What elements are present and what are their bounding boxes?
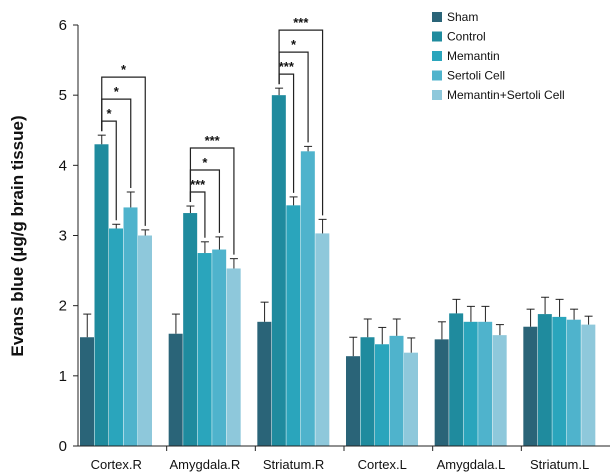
bar-cortex-l-s1 xyxy=(360,337,375,446)
y-axis-label: Evans blue (µg/g brain tissue) xyxy=(8,115,27,356)
significance-label: * xyxy=(121,62,127,77)
bar-amygdala-l-s4 xyxy=(492,335,507,446)
y-tick-label: 4 xyxy=(59,157,67,174)
bar-cortex-r-s2 xyxy=(109,228,123,446)
significance-label: *** xyxy=(205,133,221,148)
legend-label: Memantin xyxy=(447,49,500,63)
bar-striatum-r-s4 xyxy=(315,233,330,446)
bar-striatum-l-s0 xyxy=(523,326,538,446)
category-label: Striatum.L xyxy=(530,457,589,472)
category-label: Amygdala.L xyxy=(437,457,506,472)
category-label: Cortex.L xyxy=(358,457,407,472)
bar-striatum-r-s3 xyxy=(300,151,315,447)
significance-label: *** xyxy=(293,15,309,30)
legend-label: Sertoli Cell xyxy=(447,69,505,83)
bar-amygdala-r-s3 xyxy=(212,249,227,446)
bar-cortex-r-s1 xyxy=(94,144,109,446)
bar-amygdala-l-s3 xyxy=(478,321,493,446)
y-tick-label: 3 xyxy=(59,228,67,245)
y-tick-label: 5 xyxy=(59,87,67,104)
significance-label: *** xyxy=(190,177,206,192)
bar-striatum-r-s0 xyxy=(257,321,272,446)
y-tick-label: 2 xyxy=(59,298,67,315)
legend-swatch xyxy=(432,90,442,100)
significance-bracket xyxy=(101,76,146,226)
category-label: Striatum.R xyxy=(263,457,324,472)
category-label: Amygdala.R xyxy=(170,457,241,472)
legend-swatch xyxy=(432,31,442,42)
bar-amygdala-l-s1 xyxy=(449,313,464,446)
bar-amygdala-r-s4 xyxy=(226,268,241,446)
y-tick-label: 6 xyxy=(59,17,67,34)
bar-cortex-l-s2 xyxy=(375,344,389,446)
y-tick-label: 1 xyxy=(59,368,67,385)
bar-cortex-r-s3 xyxy=(123,207,138,446)
category-label: Cortex.R xyxy=(91,457,142,472)
bar-cortex-r-s0 xyxy=(80,337,94,446)
legend: Sham Control Memantin Sertoli Cell Memantin+… xyxy=(432,10,565,102)
error-bars-layer xyxy=(83,87,593,357)
significance-label: * xyxy=(291,37,297,52)
x-categories: Cortex.R Amygdala.R Striatum.R Cortex.L Amyg… xyxy=(91,446,589,472)
bar-striatum-r-s1 xyxy=(271,95,286,447)
legend-label: Sham xyxy=(447,10,478,24)
bar-cortex-l-s0 xyxy=(346,356,360,446)
bar-amygdala-r-s2 xyxy=(197,253,212,446)
legend-label: Memantin+Sertoli Cell xyxy=(447,88,565,102)
legend-swatch xyxy=(432,70,442,81)
legend-label: Control xyxy=(447,30,486,44)
significance-bracket xyxy=(278,29,324,216)
bar-amygdala-l-s0 xyxy=(434,339,449,446)
significance-label: * xyxy=(114,84,120,99)
significance-bracket xyxy=(189,147,235,255)
bar-cortex-l-s3 xyxy=(389,335,404,446)
bar-cortex-l-s4 xyxy=(404,352,418,446)
y-tick-label: 0 xyxy=(59,438,67,455)
bar-striatum-l-s3 xyxy=(566,319,581,446)
bar-cortex-r-s4 xyxy=(138,235,152,446)
bar-amygdala-r-s0 xyxy=(168,333,183,446)
y-ticks: 0 1 2 3 4 5 6 xyxy=(59,17,78,455)
significance-label: *** xyxy=(279,59,295,74)
significance-label: * xyxy=(202,155,208,170)
bars-layer xyxy=(80,95,596,447)
bar-striatum-l-s2 xyxy=(552,316,567,446)
bar-striatum-r-s2 xyxy=(286,205,301,446)
bar-amygdala-l-s2 xyxy=(463,321,478,446)
bar-striatum-l-s1 xyxy=(537,314,552,446)
significance-layer: ***************** xyxy=(101,15,324,255)
legend-swatch xyxy=(432,12,442,22)
legend-swatch xyxy=(432,51,442,61)
significance-label: * xyxy=(106,106,112,121)
bar-striatum-l-s4 xyxy=(581,324,596,446)
bar-amygdala-r-s1 xyxy=(183,213,198,446)
